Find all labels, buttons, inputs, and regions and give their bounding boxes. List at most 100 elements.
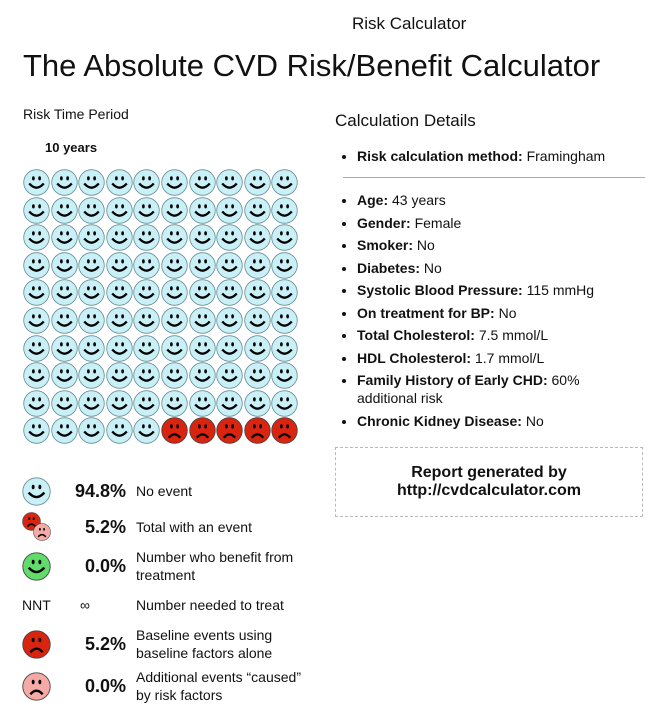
smiley-face-icon: [271, 196, 299, 225]
smiley-face-icon: [78, 334, 106, 363]
nnt-label-cell: NNT: [22, 590, 54, 620]
frown-face-icon: [244, 417, 272, 445]
smiley-face-icon: [106, 252, 134, 280]
detail-item: HDL Cholesterol: 1.7 mmol/L: [357, 349, 643, 367]
detail-value: No: [525, 412, 544, 429]
detail-label: Gender:: [357, 214, 411, 231]
smiley-face-icon: [23, 390, 51, 418]
smiley-face-icon: [23, 307, 51, 335]
detail-value: 7.5 mmol/L: [478, 327, 549, 343]
legend-text: Additional events “caused” by risk facto…: [136, 669, 301, 703]
smiley-face-icon: [216, 307, 244, 335]
smiley-face-icon: [78, 362, 106, 390]
smiley-face-icon: [106, 390, 134, 418]
smiley-face-icon: [161, 169, 189, 197]
details-title: Calculation Details: [335, 111, 476, 130]
smiley-green-icon: [22, 551, 54, 581]
legend-value: ∞: [80, 597, 90, 613]
method-item: Risk calculation method: Framingham: [357, 147, 643, 165]
smiley-face-icon: [50, 279, 79, 307]
report-box: Report generated by http://cvdcalculator…: [335, 447, 643, 517]
smiley-face-icon: [106, 224, 134, 252]
page-title: The Absolute CVD Risk/Benefit Calculator: [23, 48, 601, 83]
smiley-face-icon: [23, 224, 51, 252]
smiley-face-icon: [133, 196, 161, 225]
legend-value: 5.2%: [84, 516, 126, 537]
frown-pink-icon: [22, 671, 54, 701]
legend-text: No event: [136, 483, 193, 499]
detail-value: 115 mmHg: [526, 282, 595, 298]
detail-value: 1.7 mmol/L: [474, 349, 545, 366]
report-link[interactable]: http://cvdcalculator.com: [396, 482, 582, 499]
legend-row: 94.8% No event: [22, 476, 322, 506]
report-line1: Report generated by: [411, 464, 567, 481]
detail-item: Age: 43 years: [357, 191, 643, 209]
detail-label: HDL Cholesterol:: [357, 349, 472, 366]
smiley-face-icon: [271, 307, 299, 335]
smiley-face-icon: [244, 390, 272, 418]
smiley-face-icon: [216, 390, 244, 418]
smiley-blue-icon: [22, 476, 54, 506]
smiley-face-icon: [50, 390, 79, 418]
smiley-face-icon: [161, 279, 189, 307]
smiley-face-icon: [78, 252, 106, 280]
smiley-face-icon: [78, 417, 106, 445]
detail-item: Gender: Female: [357, 214, 643, 232]
frown-face-icon: [216, 417, 244, 445]
smiley-face-icon: [106, 362, 134, 390]
legend-text: Number needed to treat: [136, 597, 284, 613]
detail-label: On treatment for BP:: [357, 304, 495, 321]
detail-label: Chronic Kidney Disease:: [357, 412, 522, 429]
smiley-face-icon: [188, 279, 217, 307]
smiley-face-icon: [188, 252, 217, 280]
smiley-face-icon: [78, 169, 106, 197]
smiley-face-icon: [50, 252, 79, 280]
smiley-face-icon: [216, 169, 244, 197]
smiley-face-icon: [244, 224, 272, 252]
smiley-face-icon: [188, 169, 217, 197]
legend-row: 0.0% Additional events “caused” by risk f…: [22, 668, 322, 704]
smiley-face-icon: [216, 334, 244, 363]
risk-time-value: 10 years: [45, 140, 98, 155]
smiley-face-icon: [50, 362, 79, 390]
smiley-face-icon: [188, 307, 217, 335]
smiley-face-icon: [50, 307, 79, 335]
nnt-label: NNT: [22, 597, 51, 613]
smiley-face-icon: [133, 307, 161, 335]
detail-value: No: [423, 259, 442, 276]
smiley-face-icon: [161, 196, 189, 225]
frown-red-icon: [22, 629, 54, 659]
smiley-face-icon: [271, 390, 299, 418]
legend-text: Number who benefit from treatment: [136, 549, 294, 583]
detail-value: 43 years: [392, 192, 446, 208]
detail-item: On treatment for BP: No: [357, 304, 643, 322]
legend-row: 0.0% Number who benefit from treatment: [22, 548, 322, 584]
method-section: Risk calculation method: Framingham: [343, 147, 643, 170]
detail-value: Female: [414, 214, 462, 231]
detail-value: 60% additional risk: [357, 372, 580, 406]
smiley-face-icon: [271, 362, 299, 390]
smiley-face-icon: [244, 196, 272, 225]
smiley-face-icon: [244, 334, 272, 363]
smiley-face-icon: [161, 224, 189, 252]
smiley-face-icon: [244, 279, 272, 307]
legend-row: 5.2% Baseline events using baseline facto…: [22, 626, 322, 662]
detail-item: Chronic Kidney Disease: No: [357, 412, 643, 430]
risk-time-label: Risk Time Period: [23, 106, 129, 122]
smiley-face-icon: [161, 307, 189, 335]
smiley-face-icon: [216, 252, 244, 280]
detail-item: Smoker: No: [357, 236, 643, 254]
smiley-face-icon: [23, 362, 51, 390]
smiley-face-icon: [50, 169, 79, 197]
detail-value: No: [498, 304, 517, 321]
smiley-face-icon: [133, 362, 161, 390]
smiley-face-icon: [106, 279, 134, 307]
frown-face-icon: [271, 417, 299, 445]
smiley-face-icon: [23, 252, 51, 280]
smiley-face-icon: [188, 224, 217, 252]
detail-label: Diabetes:: [357, 259, 421, 276]
smiley-face-icon: [216, 196, 244, 225]
smiley-face-icon: [50, 417, 79, 445]
smiley-face-icon: [106, 307, 134, 335]
smiley-face-icon: [23, 417, 51, 445]
